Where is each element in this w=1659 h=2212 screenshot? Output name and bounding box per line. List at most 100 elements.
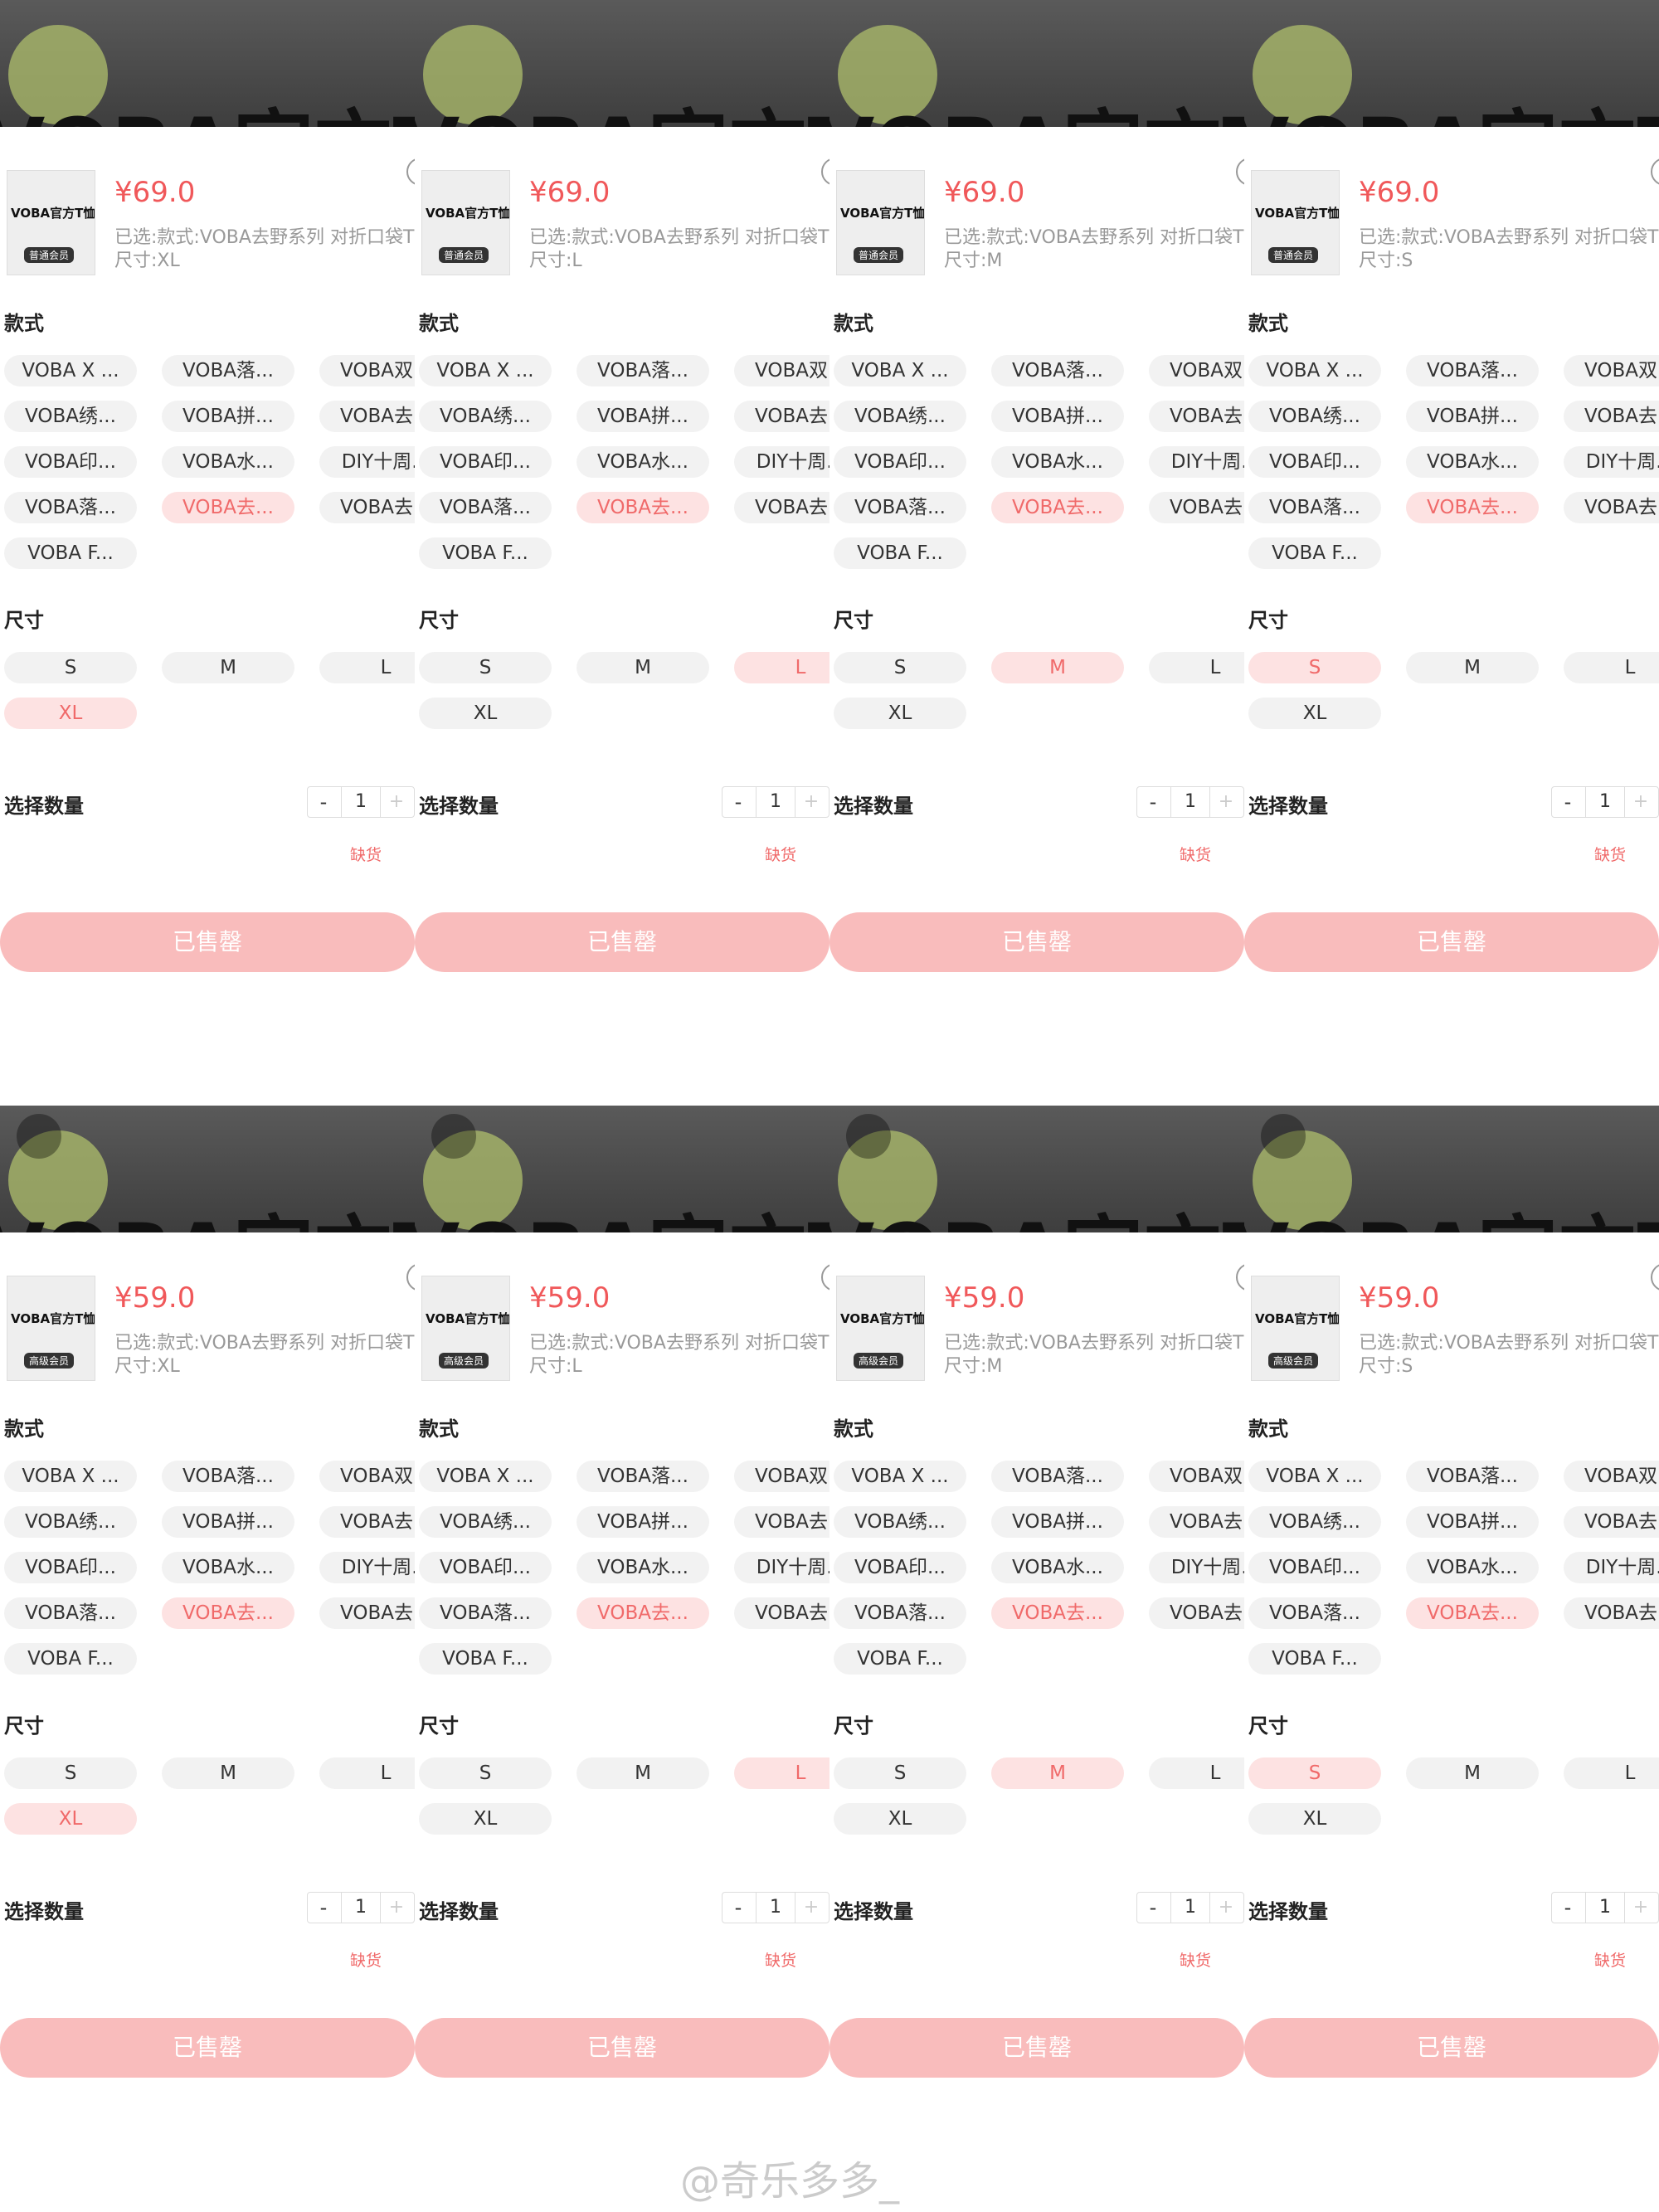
style-option[interactable]: VOBA落... xyxy=(991,355,1124,386)
back-button[interactable] xyxy=(1261,1114,1306,1159)
size-option[interactable]: S xyxy=(419,652,552,683)
size-option[interactable]: XL xyxy=(1248,698,1381,729)
plus-button[interactable]: + xyxy=(1218,1897,1234,1918)
close-button[interactable] xyxy=(821,158,830,186)
plus-button[interactable]: + xyxy=(1218,791,1234,812)
size-option[interactable]: L xyxy=(734,652,830,683)
style-option[interactable]: VOBA拼... xyxy=(162,401,294,432)
style-option[interactable]: DIY十周... xyxy=(1149,446,1244,478)
close-button[interactable] xyxy=(821,1263,830,1291)
close-button[interactable] xyxy=(406,1263,415,1291)
style-option[interactable]: VOBA去... xyxy=(734,492,830,523)
style-option[interactable]: VOBA落... xyxy=(1248,492,1381,523)
style-option[interactable]: VOBA X ... xyxy=(834,355,966,386)
sold-out-button[interactable]: 已售罄 xyxy=(1244,2018,1659,2078)
size-option[interactable]: M xyxy=(162,652,294,683)
style-option[interactable]: VOBA落... xyxy=(419,492,552,523)
style-option[interactable]: VOBA绣... xyxy=(419,1506,552,1538)
minus-button[interactable]: - xyxy=(319,790,328,814)
close-button[interactable] xyxy=(1651,1263,1659,1291)
style-option[interactable]: VOBA F... xyxy=(1248,1643,1381,1675)
style-option[interactable]: VOBA水... xyxy=(1406,1552,1539,1583)
size-option[interactable]: XL xyxy=(4,1803,137,1835)
size-option[interactable]: S xyxy=(4,652,137,683)
style-option[interactable]: VOBA双... xyxy=(734,355,830,386)
size-option[interactable]: M xyxy=(577,1757,709,1789)
size-option[interactable]: M xyxy=(1406,1757,1539,1789)
size-option[interactable]: M xyxy=(1406,652,1539,683)
style-option[interactable]: VOBA绣... xyxy=(834,1506,966,1538)
style-option[interactable]: VOBA X ... xyxy=(419,355,552,386)
style-option[interactable]: VOBA去... xyxy=(1564,401,1659,432)
size-option[interactable]: XL xyxy=(834,698,966,729)
style-option[interactable]: VOBA印... xyxy=(834,1552,966,1583)
style-option[interactable]: VOBA落... xyxy=(1248,1597,1381,1629)
size-option[interactable]: L xyxy=(319,652,415,683)
style-option[interactable]: VOBA去... xyxy=(1406,492,1539,523)
size-option[interactable]: S xyxy=(419,1757,552,1789)
style-option[interactable]: VOBA X ... xyxy=(1248,1461,1381,1492)
style-option[interactable]: VOBA印... xyxy=(4,446,137,478)
minus-button[interactable]: - xyxy=(1149,1896,1157,1919)
style-option[interactable]: VOBA印... xyxy=(1248,446,1381,478)
style-option[interactable]: VOBA绣... xyxy=(4,401,137,432)
style-option[interactable]: VOBA F... xyxy=(4,1643,137,1675)
style-option[interactable]: VOBA拼... xyxy=(162,1506,294,1538)
style-option[interactable]: VOBA落... xyxy=(1406,1461,1539,1492)
size-option[interactable]: M xyxy=(991,1757,1124,1789)
size-option[interactable]: XL xyxy=(419,1803,552,1835)
style-option[interactable]: VOBA拼... xyxy=(577,1506,709,1538)
style-option[interactable]: DIY十周... xyxy=(734,446,830,478)
style-option[interactable]: VOBA印... xyxy=(834,446,966,478)
style-option[interactable]: VOBA绣... xyxy=(1248,1506,1381,1538)
style-option[interactable]: VOBA双... xyxy=(1149,1461,1244,1492)
style-option[interactable]: VOBA落... xyxy=(162,355,294,386)
style-option[interactable]: VOBA水... xyxy=(577,1552,709,1583)
style-option[interactable]: DIY十周... xyxy=(1564,1552,1659,1583)
style-option[interactable]: VOBA去... xyxy=(1564,1597,1659,1629)
size-option[interactable]: S xyxy=(834,1757,966,1789)
back-button[interactable] xyxy=(431,1114,476,1159)
style-option[interactable]: DIY十周... xyxy=(319,446,415,478)
size-option[interactable]: L xyxy=(1149,652,1244,683)
style-option[interactable]: VOBA印... xyxy=(419,1552,552,1583)
minus-button[interactable]: - xyxy=(1149,790,1157,814)
plus-button[interactable]: + xyxy=(803,1897,820,1918)
minus-button[interactable]: - xyxy=(319,1896,328,1919)
style-option[interactable]: VOBA印... xyxy=(1248,1552,1381,1583)
back-button[interactable] xyxy=(17,1114,61,1159)
style-option[interactable]: VOBA落... xyxy=(1406,355,1539,386)
style-option[interactable]: DIY十周... xyxy=(734,1552,830,1583)
style-option[interactable]: VOBA拼... xyxy=(577,401,709,432)
size-option[interactable]: L xyxy=(734,1757,830,1789)
plus-button[interactable]: + xyxy=(388,1897,405,1918)
style-option[interactable]: VOBA去... xyxy=(162,492,294,523)
style-option[interactable]: DIY十周... xyxy=(1564,446,1659,478)
style-option[interactable]: VOBA去... xyxy=(577,1597,709,1629)
style-option[interactable]: VOBA绣... xyxy=(834,401,966,432)
close-button[interactable] xyxy=(1651,158,1659,186)
style-option[interactable]: VOBA落... xyxy=(834,1597,966,1629)
back-button[interactable] xyxy=(846,1114,891,1159)
style-option[interactable]: VOBA X ... xyxy=(834,1461,966,1492)
plus-button[interactable]: + xyxy=(803,791,820,812)
style-option[interactable]: VOBA去... xyxy=(1149,1597,1244,1629)
style-option[interactable]: VOBA F... xyxy=(834,1643,966,1675)
style-option[interactable]: VOBA水... xyxy=(162,446,294,478)
sold-out-button[interactable]: 已售罄 xyxy=(830,912,1244,972)
style-option[interactable]: VOBA去... xyxy=(319,1597,415,1629)
style-option[interactable]: VOBA F... xyxy=(419,537,552,569)
size-option[interactable]: M xyxy=(991,652,1124,683)
style-option[interactable]: VOBA去... xyxy=(1564,492,1659,523)
sold-out-button[interactable]: 已售罄 xyxy=(0,912,415,972)
style-option[interactable]: VOBA F... xyxy=(4,537,137,569)
style-option[interactable]: VOBA绣... xyxy=(4,1506,137,1538)
style-option[interactable]: VOBA去... xyxy=(1149,401,1244,432)
size-option[interactable]: S xyxy=(4,1757,137,1789)
style-option[interactable]: VOBA去... xyxy=(319,401,415,432)
size-option[interactable]: M xyxy=(162,1757,294,1789)
size-option[interactable]: S xyxy=(834,652,966,683)
close-button[interactable] xyxy=(406,158,415,186)
style-option[interactable]: VOBA双... xyxy=(1149,355,1244,386)
style-option[interactable]: VOBA水... xyxy=(1406,446,1539,478)
